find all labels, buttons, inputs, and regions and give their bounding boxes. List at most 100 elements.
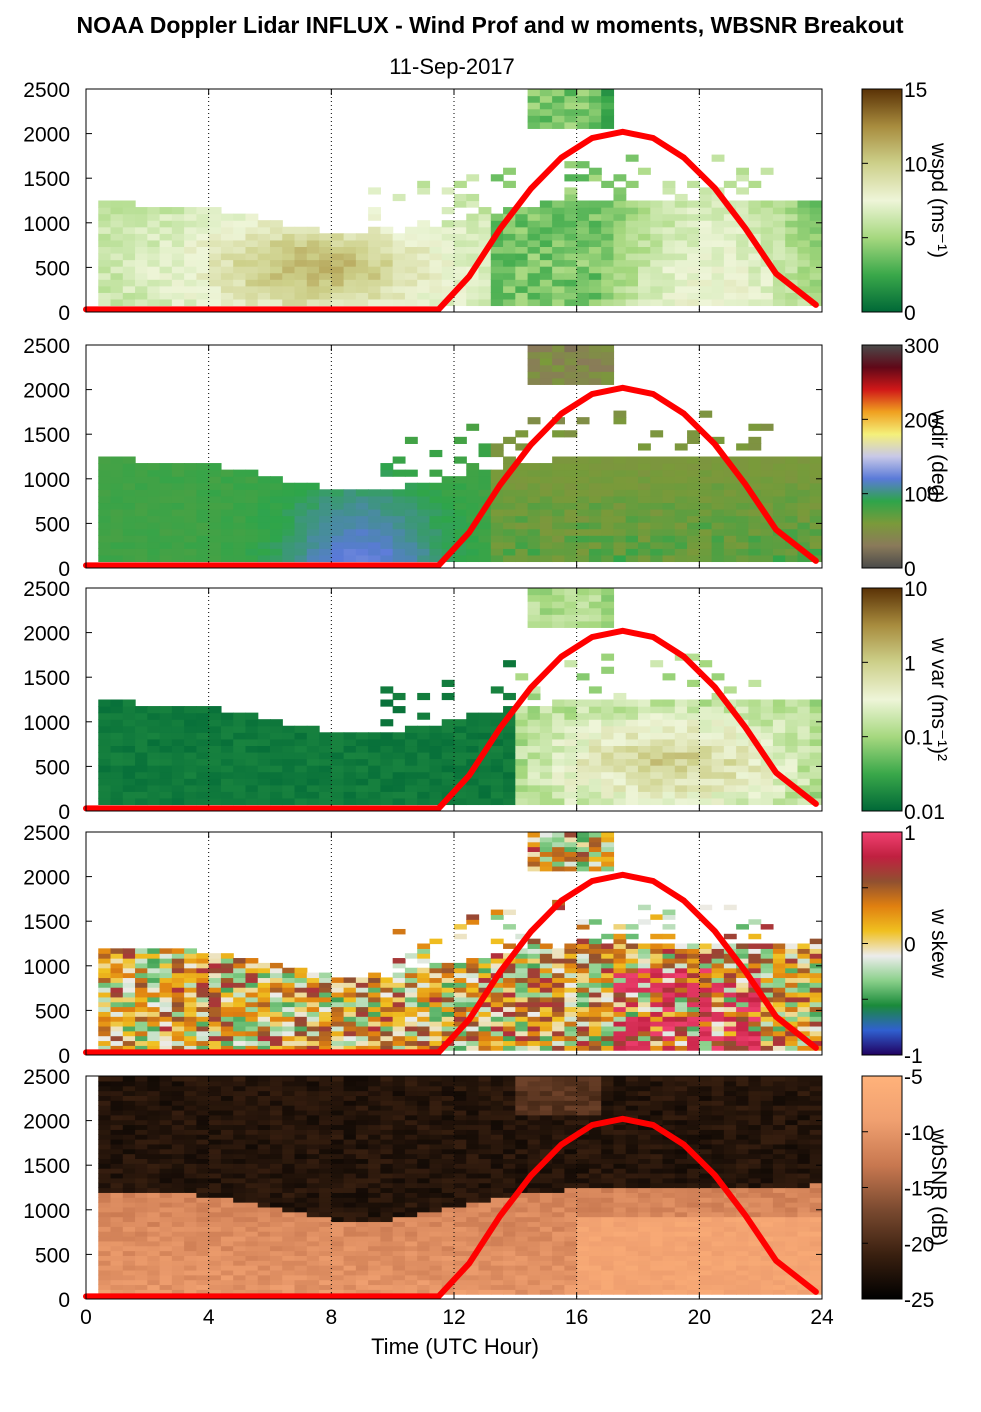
heatmap-cell <box>626 240 639 247</box>
heatmap-cell <box>147 1231 160 1236</box>
heatmap-cell <box>282 286 295 293</box>
heatmap-cell <box>442 483 455 490</box>
heatmap-cell <box>184 1021 197 1026</box>
heatmap-cell <box>184 1091 197 1096</box>
heatmap-cell <box>712 214 725 221</box>
heatmap-cell <box>589 201 602 208</box>
heatmap-cell <box>564 745 577 752</box>
heatmap-cell <box>172 752 185 759</box>
heatmap-cell <box>172 1188 185 1193</box>
heatmap-cell <box>564 772 577 779</box>
heatmap-cell <box>613 470 626 477</box>
heatmap-cell <box>466 1045 479 1050</box>
heatmap-cell <box>282 982 295 987</box>
heatmap-cell <box>712 953 725 958</box>
heatmap-cell <box>111 266 124 273</box>
heatmap-cell <box>417 286 430 293</box>
heatmap-cell <box>577 122 590 129</box>
heatmap-cell <box>282 548 295 555</box>
heatmap-cell <box>564 102 577 109</box>
y-tick-label: 500 <box>35 1000 70 1023</box>
heatmap-cell <box>111 1188 124 1193</box>
heatmap-cell <box>147 207 160 214</box>
heatmap-cell <box>479 207 492 214</box>
heatmap-cell <box>123 496 136 503</box>
heatmap-cell <box>528 752 541 759</box>
heatmap-cell <box>147 992 160 997</box>
heatmap-cell <box>135 968 148 973</box>
heatmap-cell <box>712 555 725 562</box>
heatmap-cell <box>613 765 626 772</box>
heatmap-cell <box>270 1260 283 1265</box>
heatmap-cell <box>258 1183 271 1188</box>
heatmap-cell <box>761 1040 774 1045</box>
heatmap-cell <box>111 1241 124 1246</box>
heatmap-cell <box>147 1270 160 1275</box>
heatmap-cell <box>663 752 676 759</box>
heatmap-cell <box>528 1002 541 1007</box>
heatmap-cell <box>466 987 479 992</box>
heatmap-cell <box>552 266 565 273</box>
heatmap-cell <box>650 207 663 214</box>
heatmap-cell <box>552 233 565 240</box>
heatmap-cell <box>123 1134 136 1139</box>
heatmap-cell <box>785 227 798 234</box>
heatmap-cell <box>196 798 209 805</box>
heatmap-cell <box>528 365 541 372</box>
heatmap-cell <box>160 1173 173 1178</box>
heatmap-cell <box>417 273 430 280</box>
heatmap-cell <box>405 233 418 240</box>
heatmap-cell <box>429 1031 442 1036</box>
heatmap-cell <box>270 1217 283 1222</box>
heatmap-cell <box>552 260 565 267</box>
heatmap-cell <box>233 1188 246 1193</box>
colorbar-tick-label: 1 <box>904 822 916 845</box>
heatmap-cell <box>773 992 786 997</box>
heatmap-cell <box>589 542 602 549</box>
heatmap-cell <box>172 292 185 299</box>
heatmap-cell <box>613 463 626 470</box>
heatmap-cell <box>417 1011 430 1016</box>
heatmap-cell <box>785 253 798 260</box>
heatmap-cell <box>380 240 393 247</box>
heatmap-cell <box>172 745 185 752</box>
heatmap-cell <box>270 1178 283 1183</box>
heatmap-cell <box>245 1115 258 1120</box>
heatmap-cell <box>270 719 283 726</box>
heatmap-cell <box>123 286 136 293</box>
heatmap-cell <box>589 286 602 293</box>
heatmap-cell <box>626 1021 639 1026</box>
heatmap-cell <box>172 279 185 286</box>
heatmap-cell <box>98 1188 111 1193</box>
heatmap-cell <box>810 207 823 214</box>
heatmap-cell <box>797 470 810 477</box>
heatmap-cell <box>626 953 639 958</box>
heatmap-cell <box>258 1134 271 1139</box>
heatmap-cell <box>135 286 148 293</box>
heatmap-cell <box>699 476 712 483</box>
heatmap-cell <box>417 522 430 529</box>
heatmap-cell <box>589 851 602 856</box>
heatmap-cell <box>663 1031 676 1036</box>
heatmap-cell <box>491 791 504 798</box>
heatmap-cell <box>552 292 565 299</box>
heatmap-cell <box>111 1002 124 1007</box>
heatmap-cell <box>270 535 283 542</box>
heatmap-cell <box>196 739 209 746</box>
heatmap-cell <box>221 1246 234 1251</box>
heatmap-cell <box>601 968 614 973</box>
heatmap-cell <box>221 759 234 766</box>
heatmap-cell <box>331 778 344 785</box>
heatmap-cell <box>454 509 467 516</box>
heatmap-cell <box>601 371 614 378</box>
heatmap-cell <box>761 168 774 175</box>
heatmap-cell <box>135 765 148 772</box>
heatmap-cell <box>736 791 749 798</box>
heatmap-cell <box>172 1246 185 1251</box>
heatmap-cell <box>307 555 320 562</box>
heatmap-cell <box>699 785 712 792</box>
heatmap-cell <box>209 279 222 286</box>
heatmap-cell <box>736 286 749 293</box>
heatmap-cell <box>209 977 222 982</box>
heatmap-cell <box>98 992 111 997</box>
